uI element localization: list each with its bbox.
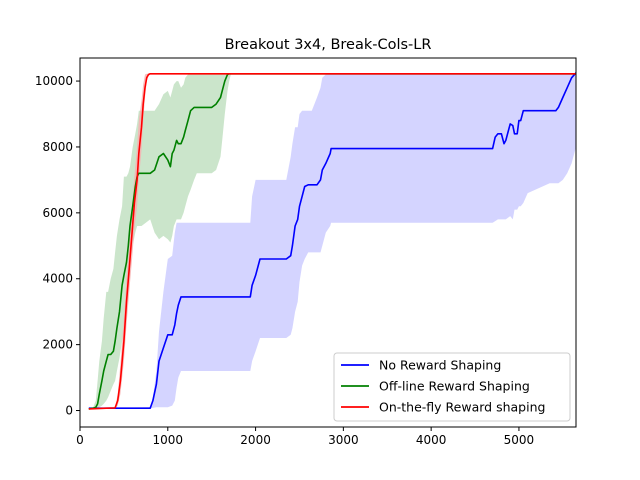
chart-title: Breakout 3x4, Break-Cols-LR <box>225 37 432 53</box>
confidence-bands <box>88 73 577 409</box>
legend-label-series-1: No Reward Shaping <box>379 358 501 373</box>
plot-frame <box>79 57 577 428</box>
y-tick-label: 8000 <box>42 140 73 154</box>
x-tick-label: 2000 <box>240 433 271 447</box>
legend-label-series-2: Off-line Reward Shaping <box>379 379 530 394</box>
y-tick-label: 0 <box>65 404 73 418</box>
x-tick-label: 0 <box>76 433 84 447</box>
x-tick-label: 4000 <box>416 433 447 447</box>
y-tick-label: 2000 <box>42 338 73 352</box>
y-axis: 0 2000 4000 6000 8000 10000 <box>35 74 80 418</box>
y-tick-label: 4000 <box>42 272 73 286</box>
line-series-1 <box>88 72 577 410</box>
legend: No Reward Shaping Off-line Reward Shaping… <box>333 352 571 422</box>
band-series-1 <box>88 73 577 409</box>
y-tick-label: 6000 <box>42 206 73 220</box>
line-series-2 <box>88 73 576 410</box>
legend-label-series-3: On-the-fly Reward shaping <box>379 400 545 415</box>
series-lines <box>88 72 577 410</box>
legend-box <box>333 352 571 422</box>
x-tick-label: 3000 <box>328 433 359 447</box>
x-tick-label: 5000 <box>504 433 535 447</box>
line-series-3 <box>88 73 576 410</box>
x-tick-label: 1000 <box>153 433 184 447</box>
band-series-2 <box>88 73 577 409</box>
y-tick-label: 10000 <box>35 74 73 88</box>
x-axis: 0 1000 2000 3000 4000 5000 <box>76 427 534 447</box>
